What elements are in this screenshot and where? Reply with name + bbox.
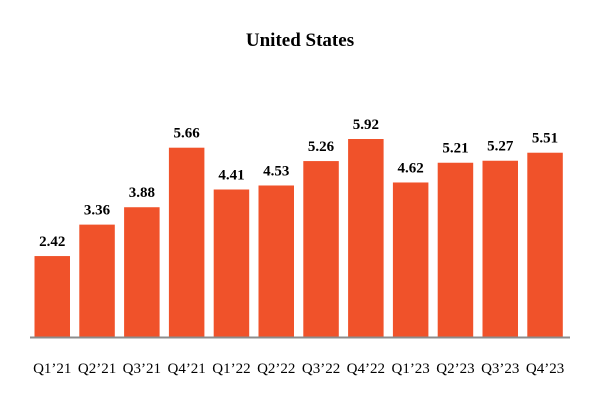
x-tick-label: Q4’21 <box>167 361 205 377</box>
x-tick-label: Q3’21 <box>123 361 161 377</box>
bar <box>79 224 115 337</box>
data-label: 3.36 <box>84 203 111 219</box>
bar <box>482 160 518 337</box>
data-label: 2.42 <box>39 234 65 250</box>
x-tick-label: Q4’23 <box>526 361 564 377</box>
data-label: 5.26 <box>308 139 335 155</box>
bar <box>303 161 339 337</box>
x-tick-label: Q1’21 <box>33 361 71 377</box>
bar <box>348 139 384 337</box>
x-tick-label: Q3’23 <box>481 361 519 377</box>
chart-title: United States <box>246 30 354 51</box>
x-tick-label: Q4’22 <box>347 361 385 377</box>
x-tick-label: Q3’22 <box>302 361 340 377</box>
data-label: 3.88 <box>129 185 155 201</box>
data-label: 5.66 <box>174 126 201 142</box>
data-label: 4.53 <box>263 163 289 179</box>
data-label: 4.41 <box>218 168 244 184</box>
data-label: 5.92 <box>353 117 379 133</box>
x-tick-label: Q2’22 <box>257 361 295 377</box>
data-label: 5.21 <box>442 141 468 157</box>
bar <box>527 152 563 337</box>
x-tick-label: Q1’22 <box>212 361 250 377</box>
bar <box>437 162 474 337</box>
bar <box>168 147 205 337</box>
x-tick-label: Q1’23 <box>391 361 429 377</box>
data-label: 5.51 <box>532 131 558 147</box>
data-label: 5.27 <box>487 139 514 155</box>
bar <box>213 189 250 337</box>
x-tick-label: Q2’21 <box>78 361 116 377</box>
bar <box>34 256 70 337</box>
x-tick-label: Q2’23 <box>436 361 474 377</box>
data-label: 4.62 <box>398 160 424 176</box>
bar <box>392 182 429 337</box>
bar <box>258 185 294 337</box>
bar <box>124 207 160 337</box>
